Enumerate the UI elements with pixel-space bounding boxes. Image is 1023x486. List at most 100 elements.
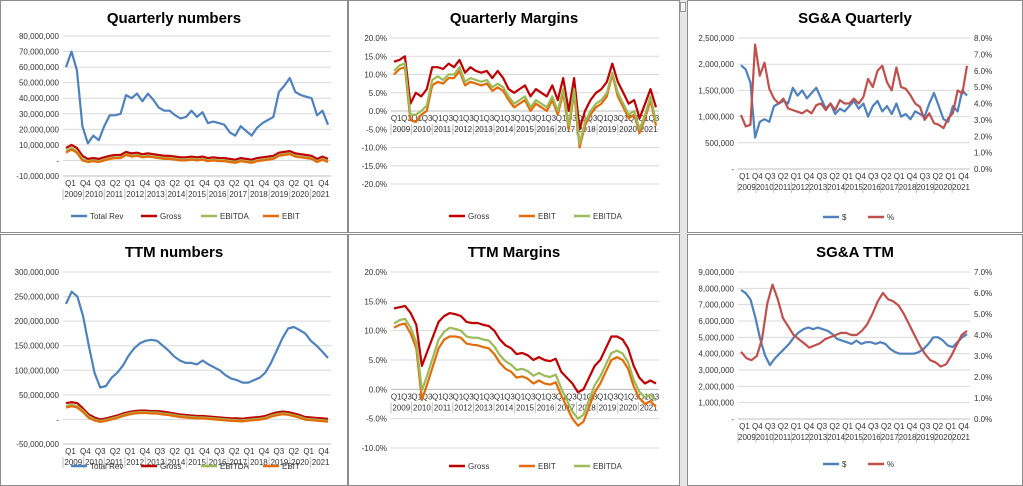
- x-year-label: 2017: [229, 458, 247, 467]
- x-quarter-label: Q3: [765, 422, 776, 431]
- chart-svg: SG&A Quarterly - 500,000 1,000,000 1,500,000…: [698, 10, 992, 222]
- series-line-: [740, 283, 968, 368]
- x-quarter-label: Q1: [515, 114, 526, 123]
- x-quarter-label: Q2: [169, 447, 180, 456]
- y-tick-label: 10.0%: [364, 71, 387, 80]
- x-quarter-label: Q3: [525, 392, 536, 401]
- x-year-label: 2010: [85, 458, 103, 467]
- x-year-label: 2018: [899, 183, 917, 192]
- x-year-label: 2019: [271, 458, 289, 467]
- x-quarter-label: Q2: [229, 447, 240, 456]
- x-year-label: 2009: [738, 183, 756, 192]
- series-line-: [740, 289, 968, 367]
- y-tick-label: 3,000,000: [698, 366, 734, 375]
- x-quarter-label: Q3: [868, 172, 879, 181]
- y-tick-label: -10,000,000: [16, 172, 59, 181]
- x-year-label: 2016: [537, 125, 555, 134]
- x-year-label: 2009: [392, 403, 410, 412]
- series-line-total-rev: [64, 50, 330, 145]
- y-tick-label: 30,000,000: [19, 110, 60, 119]
- legend-label: Total Rev: [90, 462, 123, 471]
- y-tick-label: 2,000,000: [698, 382, 734, 391]
- ttm-numbers-chart: TTM numbers -50,000,000-50,000,000 100,000…: [0, 234, 348, 486]
- chart-svg: Quarterly Margins -20.0% -15.0% -10.0% -5.0%…: [362, 10, 660, 221]
- x-quarter-label: Q3: [154, 179, 165, 188]
- series-line-ebit: [393, 322, 657, 427]
- y-tick-label: 40,000,000: [19, 94, 60, 103]
- x-quarter-label: Q1: [576, 392, 587, 401]
- series-line-gross: [65, 143, 329, 161]
- x-quarter-label: Q3: [422, 392, 433, 401]
- x-year-label: 2010: [413, 403, 431, 412]
- x-quarter-label: Q1: [65, 179, 76, 188]
- x-year-label: 2020: [619, 125, 637, 134]
- y-tick-label: 0.0%: [369, 385, 387, 394]
- x-year-label: 2019: [916, 183, 934, 192]
- x-year-label: 2014: [495, 403, 513, 412]
- legend-label: Gross: [468, 212, 489, 221]
- x-year-label: 2020: [291, 458, 309, 467]
- y-tick-label: 500,000: [705, 139, 734, 148]
- x-quarter-label: Q4: [855, 422, 866, 431]
- y2-tick-label: 7.0%: [974, 268, 992, 277]
- x-year-label: 2019: [271, 190, 289, 199]
- legend-label: EBITDA: [220, 462, 250, 471]
- x-quarter-label: Q3: [274, 179, 285, 188]
- x-quarter-label: Q3: [920, 172, 931, 181]
- x-quarter-label: Q3: [214, 447, 225, 456]
- x-quarter-label: Q3: [422, 114, 433, 123]
- legend-label: %: [887, 213, 894, 222]
- x-quarter-label: Q3: [274, 447, 285, 456]
- x-year-label: 2016: [537, 403, 555, 412]
- x-year-label: 2009: [64, 458, 82, 467]
- series-line-ebitda: [393, 62, 658, 145]
- y-tick-label: 70,000,000: [19, 48, 60, 57]
- x-quarter-label: Q1: [842, 172, 853, 181]
- x-quarter-label: Q1: [411, 392, 422, 401]
- x-quarter-label: Q3: [95, 447, 106, 456]
- legend-label: EBIT: [282, 462, 300, 471]
- quarterly-margins-chart: Quarterly Margins -20.0% -15.0% -10.0% -5.0%…: [348, 0, 680, 233]
- x-quarter-label: Q3: [607, 392, 618, 401]
- x-quarter-label: Q1: [432, 114, 443, 123]
- x-quarter-label: Q3: [868, 422, 879, 431]
- y2-tick-label: 4.0%: [974, 100, 992, 109]
- x-quarter-label: Q4: [752, 422, 763, 431]
- x-year-label: 2021: [952, 183, 970, 192]
- x-year-label: 2012: [454, 403, 472, 412]
- y-tick-label: 50,000,000: [19, 391, 60, 400]
- x-year-label: 2009: [392, 125, 410, 134]
- chart-title: SG&A Quarterly: [798, 10, 912, 27]
- y2-tick-label: 6.0%: [974, 67, 992, 76]
- x-year-label: 2011: [106, 190, 124, 199]
- y-tick-label: -50,000,000: [16, 440, 59, 449]
- y-tick-label: 20.0%: [364, 34, 387, 43]
- window-scroll-strip: [679, 0, 687, 486]
- x-year-label: 2015: [188, 458, 206, 467]
- x-quarter-label: Q4: [318, 179, 329, 188]
- x-year-label: 2011: [774, 433, 792, 442]
- y2-tick-label: 2.0%: [974, 373, 992, 382]
- y2-tick-label: 2.0%: [974, 132, 992, 141]
- series-line-ebitda: [393, 317, 657, 420]
- x-year-label: 2013: [809, 183, 827, 192]
- legend-label: EBIT: [538, 462, 556, 471]
- x-quarter-label: Q3: [566, 392, 577, 401]
- series-line-gross: [393, 55, 658, 131]
- x-quarter-label: Q1: [618, 114, 629, 123]
- y2-tick-label: 1.0%: [974, 394, 992, 403]
- y2-tick-label: 8.0%: [974, 34, 992, 43]
- y2-tick-label: 5.0%: [974, 83, 992, 92]
- chart-title: TTM numbers: [125, 244, 223, 261]
- legend-label: EBITDA: [593, 212, 623, 221]
- x-quarter-label: Q3: [214, 179, 225, 188]
- x-quarter-label: Q2: [932, 172, 943, 181]
- x-year-label: 2016: [863, 433, 881, 442]
- strip-marker: [680, 2, 686, 12]
- x-quarter-label: Q2: [829, 422, 840, 431]
- x-quarter-label: Q4: [80, 179, 91, 188]
- x-quarter-label: Q1: [597, 392, 608, 401]
- y-tick-label: -: [731, 165, 734, 174]
- series-line-gross: [393, 304, 657, 394]
- y-tick-label: 4,000,000: [698, 350, 734, 359]
